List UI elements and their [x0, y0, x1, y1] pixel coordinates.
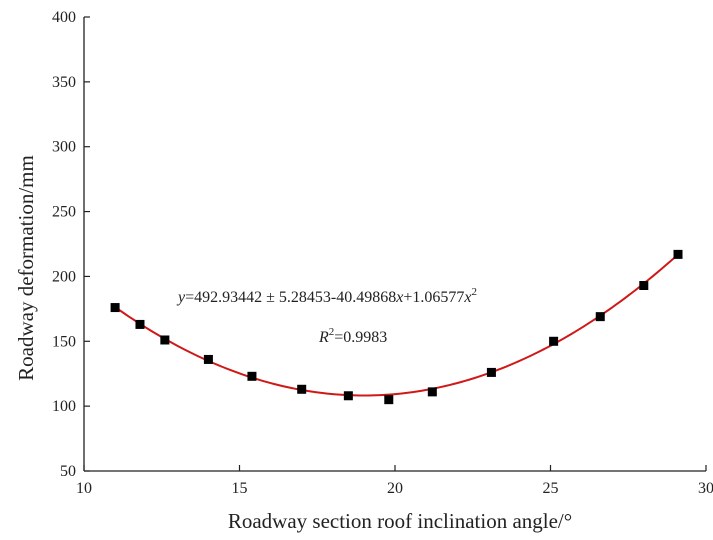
- data-points: [110, 249, 683, 405]
- x-axis-title: Roadway section roof inclination angle/°: [228, 509, 572, 533]
- y-tick-label: 200: [52, 268, 76, 285]
- data-point: [639, 281, 649, 291]
- data-point: [595, 312, 605, 322]
- x-tick-label: 10: [76, 480, 92, 497]
- x-tick-label: 30: [698, 480, 713, 497]
- y-tick-label: 400: [52, 9, 76, 26]
- data-point: [673, 249, 683, 259]
- x-ticks: 10 15 20 25 30: [76, 465, 713, 497]
- data-point: [247, 371, 257, 381]
- y-tick-label: 50: [60, 463, 76, 480]
- x-tick-label: 15: [232, 480, 248, 497]
- plot-area: [83, 17, 706, 472]
- fit-curve: [111, 250, 682, 397]
- data-point: [110, 303, 120, 313]
- data-point: [549, 336, 559, 346]
- r-squared: R2=0.9983: [318, 326, 387, 346]
- data-point: [203, 354, 213, 364]
- data-point: [384, 395, 394, 405]
- y-tick-label: 100: [52, 398, 76, 415]
- x-tick-label: 25: [543, 480, 559, 497]
- data-point: [297, 384, 307, 394]
- y-tick-label: 300: [52, 139, 76, 156]
- y-tick-label: 150: [52, 333, 76, 350]
- y-axis-title: Roadway deformation/mm: [14, 155, 38, 381]
- data-point: [427, 387, 437, 397]
- y-ticks: 50 100 150 200 250 300 350 400: [52, 9, 90, 480]
- y-tick-label: 350: [52, 74, 76, 91]
- y-tick-label: 250: [52, 204, 76, 221]
- data-point: [486, 367, 496, 377]
- data-point: [343, 391, 353, 401]
- fit-equation: y=492.93442 ± 5.28453-40.49868x+1.06577x…: [176, 286, 477, 306]
- data-point: [135, 319, 145, 329]
- x-tick-label: 20: [387, 480, 403, 497]
- data-point: [160, 335, 170, 345]
